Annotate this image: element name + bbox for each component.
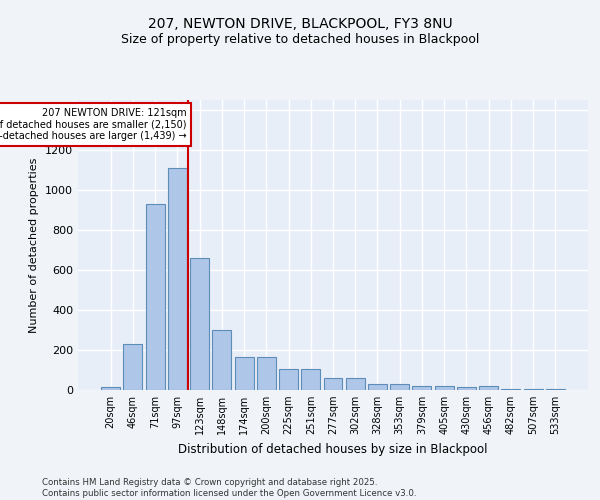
Bar: [301, 369, 320, 390]
Bar: [435, 386, 454, 390]
Bar: [235, 357, 254, 390]
Bar: [168, 168, 187, 390]
Text: Contains HM Land Registry data © Crown copyright and database right 2025.
Contai: Contains HM Land Registry data © Crown c…: [42, 478, 416, 498]
Bar: [190, 258, 209, 390]
Text: 207, NEWTON DRIVE, BLACKPOOL, FY3 8NU: 207, NEWTON DRIVE, BLACKPOOL, FY3 8NU: [148, 18, 452, 32]
Text: 207 NEWTON DRIVE: 121sqm
← 59% of detached houses are smaller (2,150)
40% of sem: 207 NEWTON DRIVE: 121sqm ← 59% of detach…: [0, 108, 186, 141]
Bar: [368, 384, 387, 390]
Bar: [546, 389, 565, 390]
Bar: [146, 204, 164, 390]
Bar: [101, 387, 120, 390]
Text: Size of property relative to detached houses in Blackpool: Size of property relative to detached ho…: [121, 32, 479, 46]
Bar: [346, 378, 365, 390]
Bar: [412, 386, 431, 390]
Bar: [502, 389, 520, 390]
Bar: [212, 330, 231, 390]
Bar: [457, 387, 476, 390]
Y-axis label: Number of detached properties: Number of detached properties: [29, 158, 40, 332]
Bar: [124, 344, 142, 390]
Bar: [524, 389, 542, 390]
Bar: [257, 357, 276, 390]
Bar: [390, 384, 409, 390]
Bar: [479, 386, 498, 390]
X-axis label: Distribution of detached houses by size in Blackpool: Distribution of detached houses by size …: [178, 442, 488, 456]
Bar: [323, 378, 343, 390]
Bar: [279, 369, 298, 390]
